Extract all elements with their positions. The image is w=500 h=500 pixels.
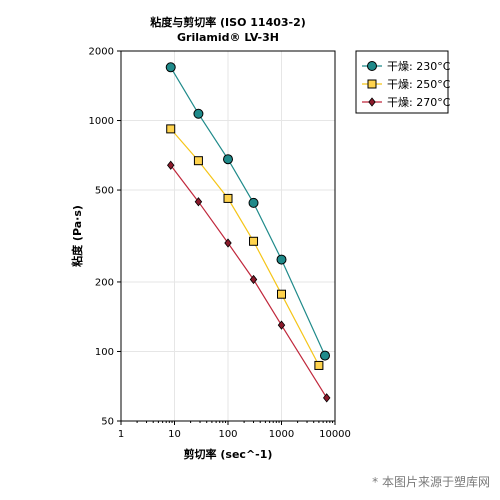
data-point — [193, 156, 203, 166]
x-tick-label: 1 — [118, 429, 124, 440]
data-point — [319, 350, 330, 361]
x-tick-label: 100 — [218, 429, 237, 440]
series-line — [170, 164, 328, 399]
series-3 — [167, 160, 331, 403]
data-point — [277, 320, 286, 330]
data-point — [193, 108, 204, 119]
data-point — [223, 193, 233, 203]
x-tick-label: 10000 — [319, 429, 351, 440]
data-point — [276, 254, 287, 265]
legend-label: 干燥: 270°C — [387, 96, 451, 109]
y-axis-label: 粘度 (Pa·s) — [70, 205, 84, 267]
data-point — [167, 160, 175, 170]
y-tick-label: 100 — [95, 347, 114, 358]
legend-item: 干燥: 270°C — [362, 96, 451, 109]
y-tick-label: 200 — [95, 277, 114, 288]
legend-marker — [367, 61, 377, 71]
data-point — [166, 124, 176, 134]
series-line — [170, 128, 320, 366]
data-point — [249, 274, 258, 285]
data-point — [277, 289, 286, 299]
x-tick-label: 10 — [168, 429, 181, 440]
data-point — [249, 236, 259, 246]
data-point — [248, 197, 259, 208]
series-2 — [166, 124, 324, 370]
y-tick-label: 50 — [101, 417, 114, 428]
y-tick-label: 2000 — [89, 47, 114, 58]
watermark: * 本图片来源于塑库网 — [372, 474, 490, 489]
chart-subtitle: Grilamid® LV-3H — [177, 31, 279, 44]
legend-label: 干燥: 250°C — [387, 78, 451, 91]
legend-marker — [367, 79, 377, 89]
x-axis-label: 剪切率 (sec^-1) — [184, 447, 273, 461]
legend-label: 干燥: 230°C — [387, 60, 451, 73]
legend-item: 干燥: 250°C — [362, 78, 451, 91]
legend-marker — [368, 97, 376, 107]
chart-title: 粘度与剪切率 (ISO 11403-2) — [150, 15, 306, 29]
y-tick-label: 1000 — [89, 116, 114, 127]
data-point — [165, 62, 176, 73]
data-point — [314, 360, 324, 370]
x-axis: 1 10 100 1000 10000 — [118, 421, 351, 440]
x-tick-label: 1000 — [269, 429, 294, 440]
series-line — [170, 66, 326, 356]
y-tick-label: 500 — [95, 186, 114, 197]
legend-item: 干燥: 230°C — [362, 60, 451, 73]
series-1 — [165, 62, 330, 361]
data-point — [194, 197, 203, 207]
legend: 干燥: 230°C 干燥: 250°C 干燥: 270°C — [355, 50, 451, 114]
data-point — [223, 154, 233, 165]
series-layer — [165, 62, 331, 403]
data-point — [224, 238, 232, 248]
y-axis: 50 100 200 500 1000 2000 — [89, 47, 121, 428]
data-point — [323, 393, 331, 403]
